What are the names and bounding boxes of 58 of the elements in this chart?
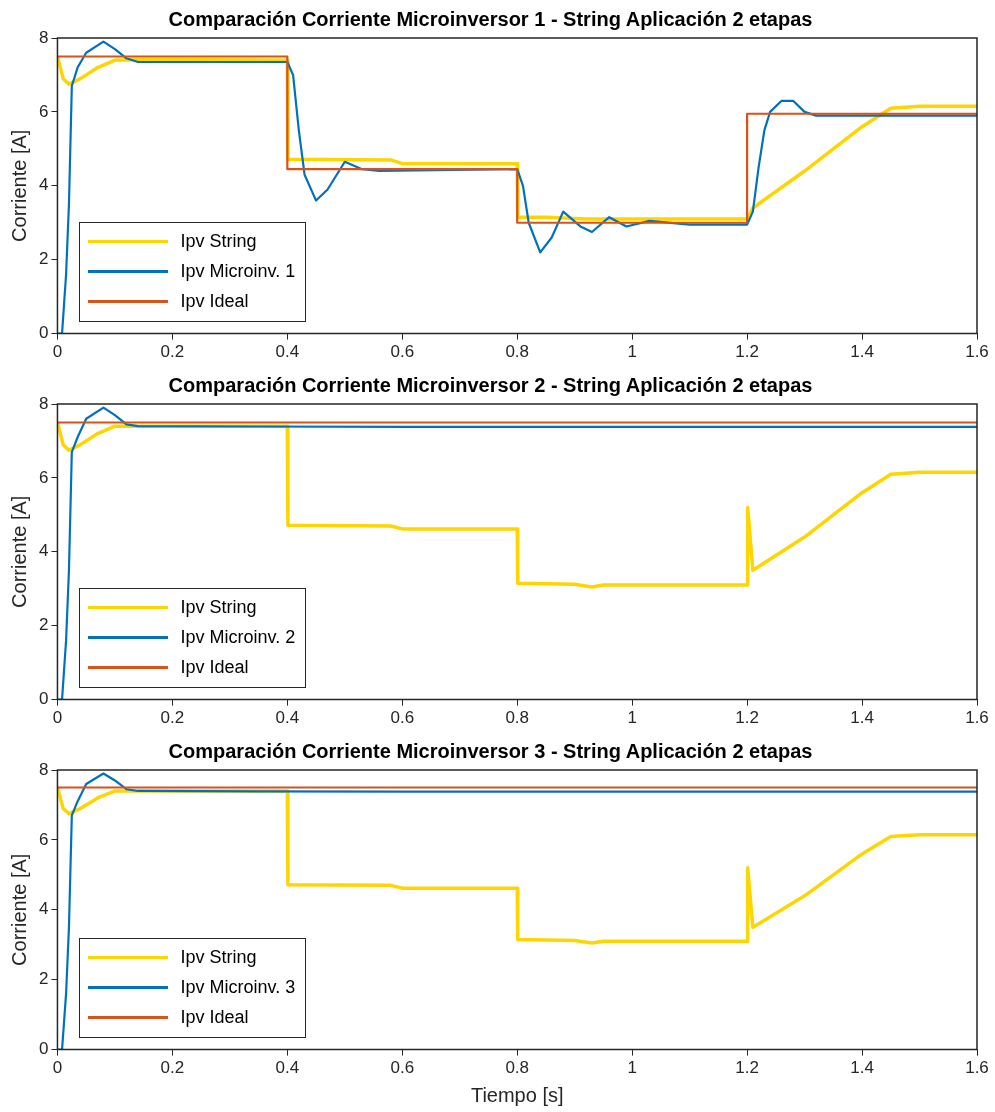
y-tick-label: 8 (38, 759, 49, 779)
x-tick-label: 0.2 (160, 1058, 185, 1078)
x-tick-label: 1.4 (850, 1058, 874, 1078)
x-tick-label: 1.2 (735, 1058, 759, 1078)
y-tick-label: 4 (38, 541, 49, 561)
y-tick-label: 2 (38, 615, 49, 635)
chart-title: Comparación Corriente Microinversor 1 - String Aplicación 2 etapas (168, 7, 813, 30)
x-tick-label: 0.4 (275, 708, 300, 728)
legend-label: Ipv Ideal (180, 1007, 249, 1029)
x-tick-label: 1.2 (735, 708, 759, 728)
y-tick-label: 0 (38, 323, 49, 343)
y-tick-label: 2 (38, 969, 49, 989)
x-tick-label: 0 (52, 1058, 63, 1078)
x-tick-label: 1.2 (735, 342, 759, 362)
legend-label: Ipv Microinv. 2 (180, 627, 296, 649)
x-tick-label: 0.6 (390, 342, 415, 362)
x-tick-label: 1.4 (850, 708, 874, 728)
chart-title: Comparación Corriente Microinversor 2 - String Aplicación 2 etapas (168, 373, 813, 396)
x-tick-label: 0.8 (505, 342, 530, 362)
y-axis-title: Corriente [A] (7, 495, 30, 608)
x-tick-label: 1.6 (965, 708, 989, 728)
legend-label: Ipv Microinv. 3 (180, 977, 296, 999)
y-tick-label: 6 (38, 101, 49, 121)
y-tick-label: 4 (38, 899, 49, 919)
legend-label: Ipv Microinv. 1 (180, 261, 296, 283)
legend-label: Ipv String (180, 231, 257, 253)
x-tick-label: 1.4 (850, 342, 874, 362)
x-tick-label: 0.6 (390, 708, 415, 728)
x-tick-label: 1.6 (965, 342, 989, 362)
y-tick-label: 6 (38, 467, 49, 487)
legend-label: Ipv Ideal (180, 657, 249, 679)
y-axis-title: Corriente [A] (7, 853, 30, 966)
y-tick-label: 8 (38, 27, 49, 47)
legend-label: Ipv String (180, 947, 257, 969)
x-tick-label: 0 (52, 342, 63, 362)
x-tick-label: 0 (52, 708, 63, 728)
x-tick-label: 1 (627, 1058, 637, 1078)
x-tick-label: 0.2 (160, 708, 185, 728)
x-tick-label: 0.4 (275, 1058, 300, 1078)
y-tick-label: 2 (38, 249, 49, 269)
y-tick-label: 0 (38, 689, 49, 709)
x-tick-label: 1 (627, 708, 637, 728)
x-tick-label: 1 (627, 342, 637, 362)
x-tick-label: 0.8 (505, 708, 530, 728)
y-tick-label: 0 (38, 1039, 49, 1059)
chart-title: Comparación Corriente Microinversor 3 - String Aplicación 2 etapas (168, 739, 813, 762)
y-tick-label: 6 (38, 829, 49, 849)
legend-label: Ipv Ideal (180, 291, 249, 313)
y-axis-title: Corriente [A] (7, 129, 30, 242)
x-tick-label: 0.4 (275, 342, 300, 362)
y-tick-label: 8 (38, 393, 49, 413)
x-tick-label: 0.2 (160, 342, 185, 362)
x-tick-label: 0.6 (390, 1058, 415, 1078)
legend-label: Ipv String (180, 597, 257, 619)
x-axis-title: Tiempo [s] (470, 1083, 564, 1106)
y-tick-label: 4 (38, 175, 49, 195)
x-tick-label: 0.8 (505, 1058, 530, 1078)
x-tick-label: 1.6 (965, 1058, 989, 1078)
